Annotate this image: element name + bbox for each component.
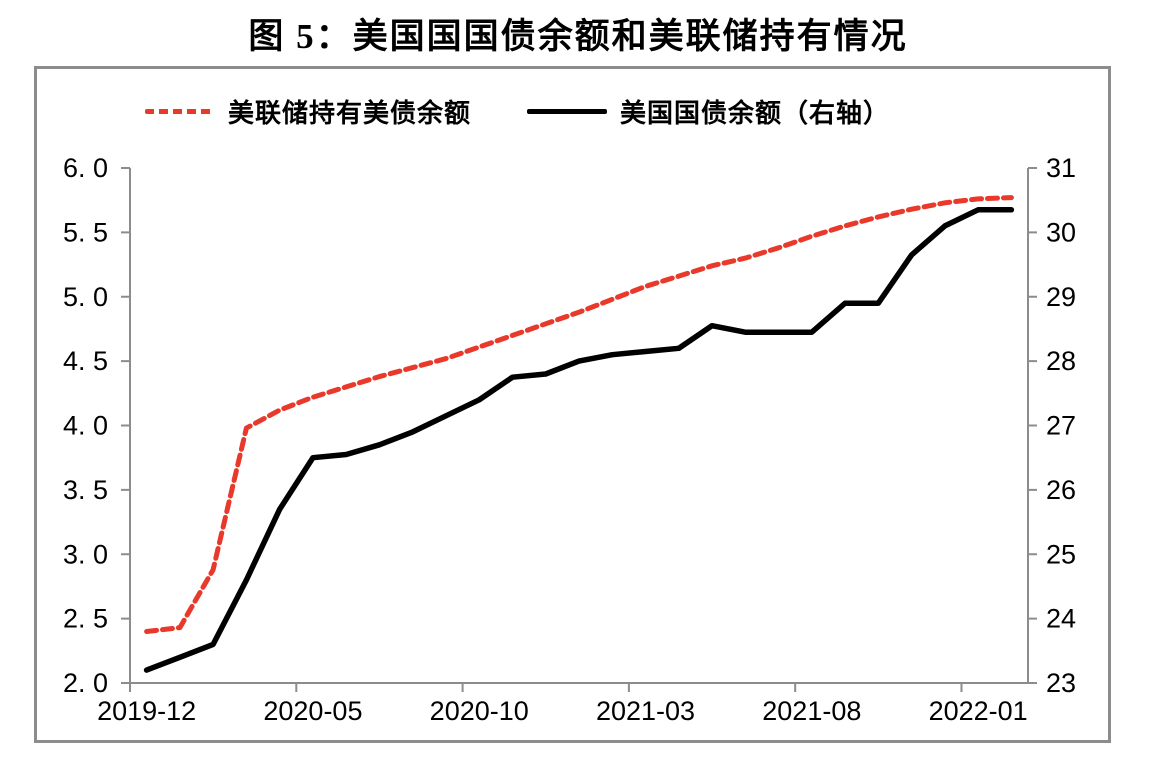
x-tick-label: 2021-08	[762, 696, 861, 726]
black-solid-line-icon	[527, 109, 608, 114]
x-tick-label: 2022-01	[929, 696, 1028, 726]
red-dashed-line-icon	[145, 109, 215, 114]
page-title: 图 5：美国国国债余额和美联储持有情况	[248, 17, 908, 56]
y-left-tick-label: 5. 0	[63, 282, 108, 312]
y-left-tick-label: 2. 5	[63, 604, 108, 634]
legend-item-treasury-balance: 美国国债余额（右轴）	[527, 93, 890, 130]
y-right-tick-label: 23	[1046, 668, 1076, 698]
legend-label-fed-holdings: 美联储持有美债余额	[228, 99, 472, 128]
x-tick-label: 2019-12	[97, 696, 196, 726]
y-right-tick-label: 31	[1046, 153, 1076, 183]
y-left-tick-label: 6. 0	[63, 153, 108, 183]
x-tick-label: 2020-05	[263, 696, 362, 726]
legend-item-fed-holdings: 美联储持有美债余额	[145, 93, 471, 130]
y-left-tick-label: 3. 5	[63, 475, 108, 505]
y-left-tick-label: 3. 0	[63, 539, 108, 569]
y-right-tick-label: 27	[1046, 411, 1076, 441]
legend-label-treasury-balance: 美国国债余额（右轴）	[620, 99, 891, 128]
y-left-tick-label: 4. 5	[63, 346, 108, 376]
y-right-tick-label: 29	[1046, 282, 1076, 312]
x-tick-label: 2020-10	[430, 696, 529, 726]
y-right-tick-label: 26	[1046, 475, 1076, 505]
y-right-tick-label: 28	[1046, 346, 1076, 376]
x-tick-label: 2021-03	[596, 696, 695, 726]
y-right-tick-label: 25	[1046, 539, 1076, 569]
series-line-treasury-balance	[143, 207, 1015, 673]
y-left-tick-label: 5. 5	[63, 217, 108, 247]
series-line-fed-holdings	[144, 195, 1014, 634]
y-right-tick-label: 30	[1046, 217, 1076, 247]
y-left-tick-label: 2. 0	[63, 668, 108, 698]
figure-box: 美联储持有美债余额 美国国债余额（右轴）	[34, 66, 1111, 743]
legend: 美联储持有美债余额 美国国债余额（右轴）	[145, 93, 890, 130]
y-left-tick-label: 4. 0	[63, 411, 108, 441]
y-right-tick-label: 24	[1046, 604, 1076, 634]
